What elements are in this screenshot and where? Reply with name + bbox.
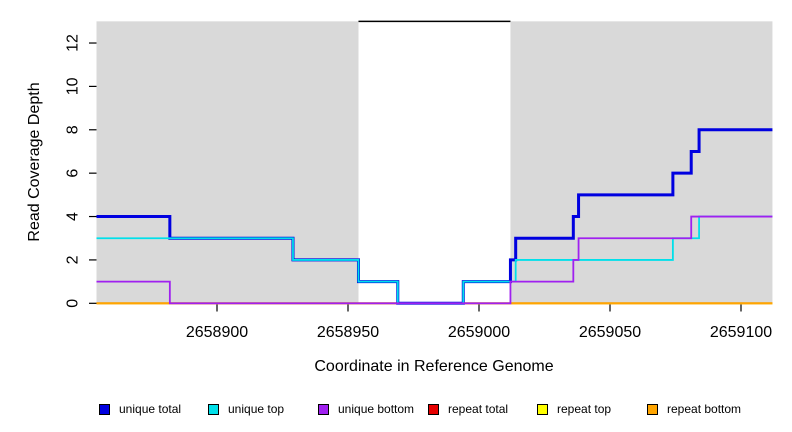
legend-item-unique-bottom: unique bottom	[318, 402, 414, 416]
legend-item-repeat-total: repeat total	[428, 402, 508, 416]
y-tick-label: 6	[65, 169, 82, 178]
legend-label: unique bottom	[338, 402, 415, 416]
x-tick-label: 2659050	[579, 324, 641, 341]
legend-label: repeat total	[448, 402, 509, 416]
legend-label: unique total	[119, 402, 182, 416]
coverage-plot: 2658900 2658950 2659000 2659050 2659100 0 2 4 6 8…	[65, 20, 773, 341]
legend-swatch-repeat-bottom	[647, 403, 658, 415]
legend-item-unique-top: unique top	[208, 402, 284, 416]
y-tick-label: 10	[65, 77, 82, 95]
shaded-region	[96, 21, 359, 304]
legend-swatch-unique-total	[99, 403, 110, 415]
y-tick-label: 0	[65, 299, 82, 308]
legend-label: repeat bottom	[667, 402, 742, 416]
shaded-region	[510, 21, 773, 304]
x-tick-label: 2658950	[317, 324, 379, 341]
x-tick-label: 2659000	[448, 324, 510, 341]
y-tick-label: 12	[65, 34, 82, 52]
x-axis-title: Coordinate in Reference Genome	[314, 358, 554, 375]
series-unique-bottom	[96, 215, 773, 305]
y-tick-label: 8	[65, 125, 82, 134]
legend: unique total unique top unique bottom re…	[0, 402, 792, 418]
y-tick-label: 4	[65, 212, 82, 221]
legend-label: unique top	[228, 402, 285, 416]
y-axis-title: Read Coverage Depth	[26, 82, 43, 242]
x-tick-label: 2659100	[710, 324, 772, 341]
legend-item-repeat-bottom: repeat bottom	[647, 402, 741, 416]
x-tick-label: 2658900	[186, 324, 248, 341]
legend-swatch-unique-top	[208, 403, 219, 415]
legend-swatch-repeat-total	[428, 403, 439, 415]
legend-swatch-unique-bottom	[318, 403, 329, 415]
y-tick-label: 2	[65, 255, 82, 264]
legend-swatch-repeat-top	[537, 403, 548, 415]
legend-item-unique-total: unique total	[99, 402, 181, 416]
legend-item-repeat-top: repeat top	[537, 402, 611, 416]
legend-label: repeat top	[557, 402, 612, 416]
